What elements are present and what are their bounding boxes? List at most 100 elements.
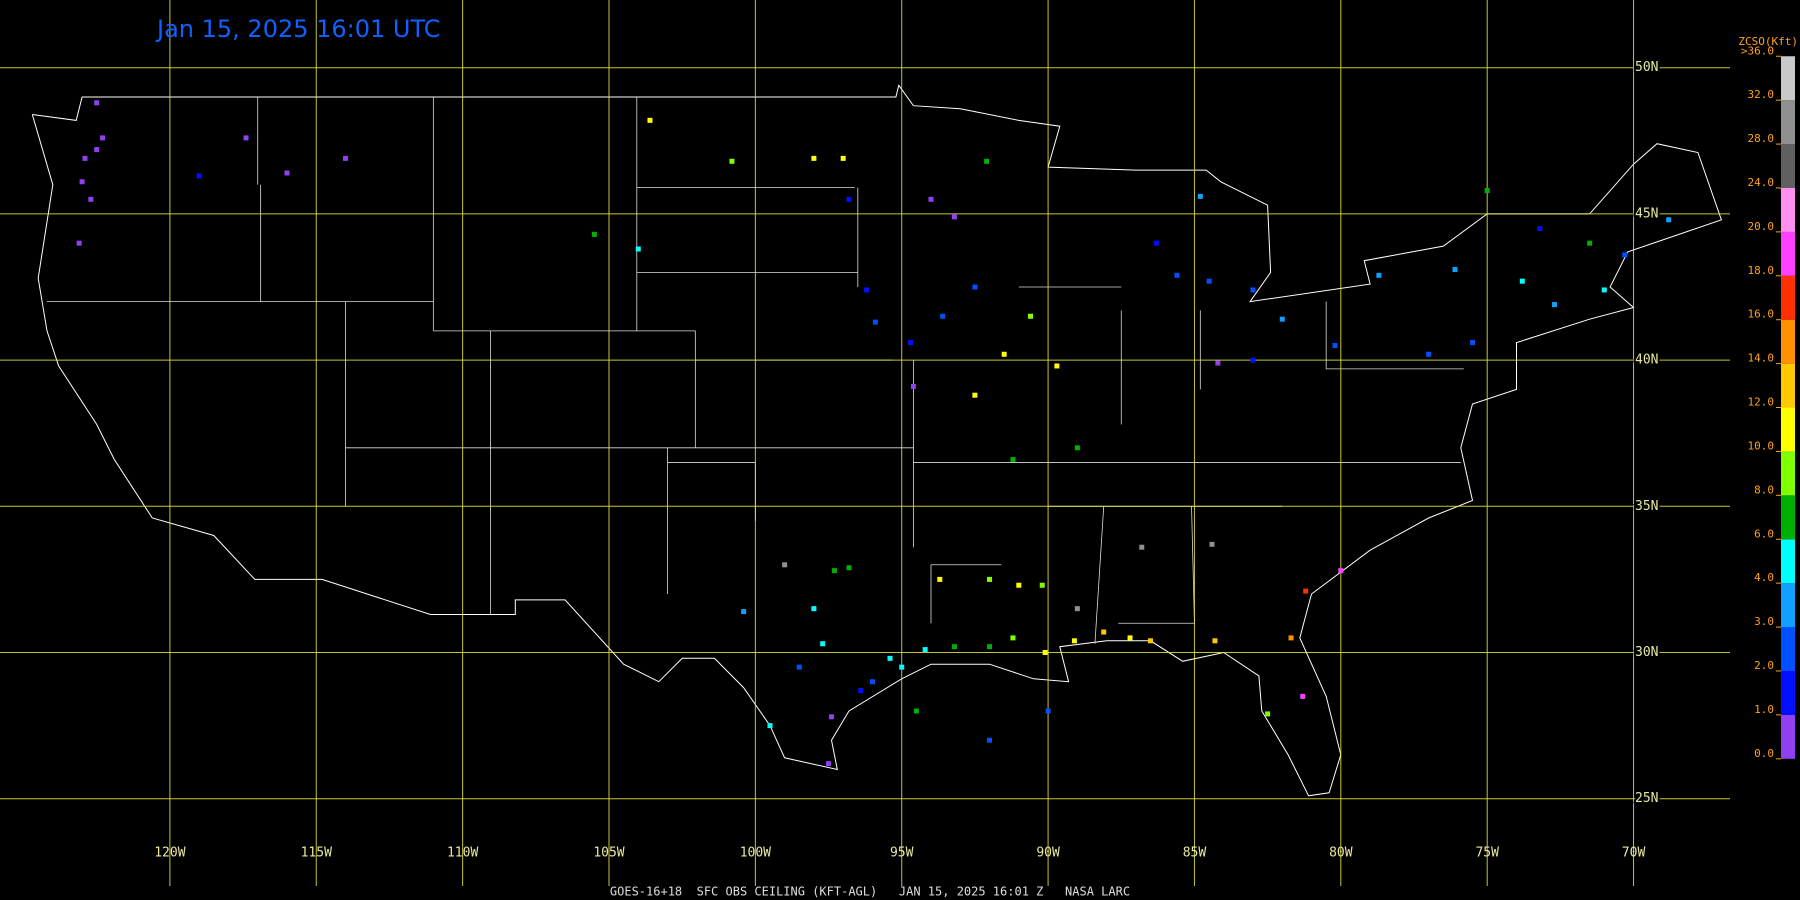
longitude-label: 75W	[1475, 846, 1499, 861]
legend-label: 10.0	[1748, 439, 1775, 452]
station-obs	[811, 155, 817, 161]
station-obs	[635, 246, 641, 252]
station-obs	[1039, 582, 1045, 588]
station-obs	[1197, 193, 1203, 199]
station-obs	[1071, 638, 1077, 644]
latitude-label: 35N	[1635, 499, 1658, 514]
station-obs	[1452, 266, 1458, 272]
station-obs	[591, 231, 597, 237]
station-obs	[887, 655, 893, 661]
legend-swatch	[1781, 670, 1795, 715]
station-obs	[729, 158, 735, 164]
station-obs	[1376, 272, 1382, 278]
longitude-label: 90W	[1036, 846, 1060, 861]
station-obs	[1010, 635, 1016, 641]
station-obs	[1265, 711, 1271, 717]
station-obs	[1250, 287, 1256, 293]
station-obs	[243, 135, 249, 141]
timestamp: Jan 15, 2025 16:01 UTC	[155, 15, 441, 43]
legend-swatch	[1781, 495, 1795, 540]
station-obs	[937, 576, 943, 582]
legend-label: 24.0	[1748, 176, 1775, 189]
state-border	[1094, 506, 1105, 644]
station-obs	[922, 647, 928, 653]
longitude-label: 85W	[1183, 846, 1207, 861]
station-obs	[1074, 606, 1080, 612]
station-obs	[811, 606, 817, 612]
station-obs	[928, 196, 934, 202]
station-obs	[987, 576, 993, 582]
longitude-label: 120W	[154, 846, 185, 861]
station-obs	[831, 568, 837, 574]
station-obs	[94, 100, 100, 106]
legend-swatch	[1781, 627, 1795, 671]
station-obs	[767, 723, 773, 729]
legend-label: 16.0	[1748, 308, 1775, 321]
station-obs	[1519, 278, 1525, 284]
latitude-label: 50N	[1635, 60, 1658, 75]
station-obs	[1484, 188, 1490, 194]
station-obs	[1042, 650, 1048, 655]
legend-label: 14.0	[1748, 352, 1775, 365]
longitude-label: 95W	[890, 846, 914, 861]
station-obs	[840, 155, 846, 161]
station-obs	[1622, 252, 1628, 258]
station-obs	[910, 383, 916, 389]
station-obs	[872, 319, 878, 325]
station-obs	[1552, 302, 1558, 308]
station-obs	[826, 761, 832, 767]
legend-label: 18.0	[1748, 264, 1775, 277]
station-obs	[1303, 588, 1309, 594]
station-obs	[951, 214, 957, 220]
stations	[76, 100, 1672, 767]
station-obs	[972, 284, 978, 290]
station-obs	[820, 641, 826, 647]
legend: ZCSO(Kft) 0.0 1.0 2.0 3.0 4.0 6.0 8.0 10.0 12.0 14…	[1738, 35, 1798, 760]
longitude-label: 80W	[1329, 846, 1353, 861]
station-obs	[864, 287, 870, 293]
legend-label: 6.0	[1754, 527, 1774, 540]
station-obs	[1148, 638, 1154, 644]
legend-swatch	[1781, 319, 1795, 364]
station-obs	[88, 196, 94, 202]
station-obs	[1537, 226, 1543, 232]
latitude-label: 40N	[1635, 353, 1658, 368]
legend-label: >36.0	[1741, 44, 1774, 57]
legend-swatch	[1781, 363, 1795, 408]
station-obs	[1174, 272, 1180, 278]
legend-label: 12.0	[1748, 396, 1775, 409]
station-obs	[984, 158, 990, 164]
us-outline	[31, 84, 1723, 797]
station-obs	[741, 609, 747, 615]
station-obs	[1028, 313, 1034, 319]
station-obs	[1153, 240, 1159, 246]
legend-label: 28.0	[1748, 132, 1775, 145]
station-obs	[196, 173, 202, 179]
legend-swatch	[1781, 144, 1795, 188]
legend-label: 20.0	[1748, 220, 1775, 233]
station-obs	[828, 714, 834, 720]
station-obs	[343, 155, 349, 161]
station-obs	[1300, 693, 1306, 699]
legend-swatch	[1781, 187, 1795, 232]
station-obs	[1101, 629, 1107, 635]
station-obs	[79, 179, 85, 185]
legend-swatch	[1781, 100, 1795, 145]
station-obs	[782, 562, 788, 568]
station-obs	[1338, 568, 1344, 574]
station-obs	[1288, 635, 1294, 641]
longitude-label: 100W	[740, 846, 771, 861]
legend-swatch	[1781, 451, 1795, 496]
station-obs	[913, 708, 919, 714]
station-obs	[1054, 363, 1060, 369]
station-obs	[1139, 544, 1145, 550]
station-obs	[908, 340, 914, 346]
legend-swatch	[1781, 56, 1795, 101]
station-obs	[284, 170, 290, 176]
station-obs	[858, 688, 864, 694]
station-obs	[1215, 360, 1221, 366]
station-obs	[846, 196, 852, 202]
station-obs	[1016, 582, 1022, 588]
longitude-label: 115W	[301, 846, 332, 861]
